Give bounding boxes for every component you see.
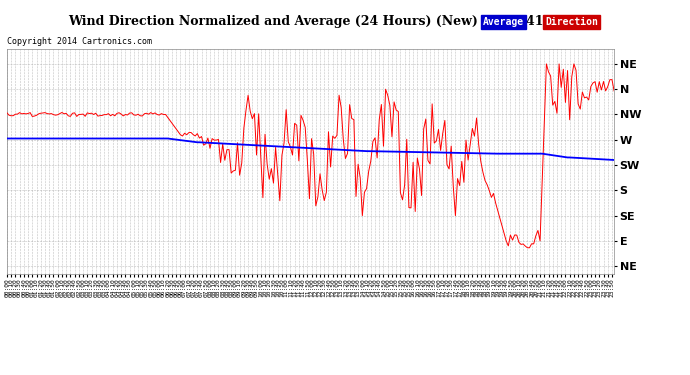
Text: Average: Average [483,17,524,27]
Text: Copyright 2014 Cartronics.com: Copyright 2014 Cartronics.com [7,38,152,46]
Text: Direction: Direction [545,17,598,27]
Text: Wind Direction Normalized and Average (24 Hours) (New) 20140411: Wind Direction Normalized and Average (2… [68,15,553,28]
